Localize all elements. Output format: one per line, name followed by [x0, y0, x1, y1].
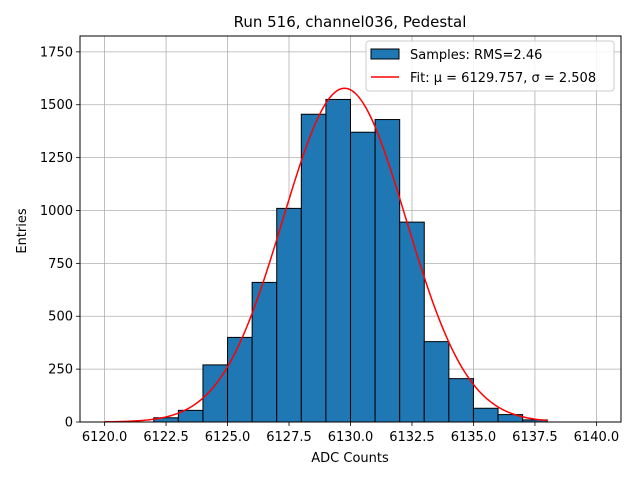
histogram-bar: [251, 281, 278, 423]
legend-box: [365, 40, 615, 92]
y-tick-label: 250: [48, 363, 73, 378]
x-tick-label: 6132.5: [389, 430, 435, 445]
legend-samples-swatch: [370, 48, 400, 60]
x-tick-label: 6125.0: [205, 430, 251, 445]
x-tick-label: 6130.0: [328, 430, 374, 445]
histogram-bar: [472, 407, 499, 423]
fit-curve-group: [104, 87, 548, 423]
y-tick-label: 1750: [40, 45, 73, 60]
y-tick-label: 1250: [40, 151, 73, 166]
histogram-bar: [399, 221, 425, 423]
fit-curve: [104, 87, 548, 423]
axes: [76, 35, 622, 426]
legend: Samples: RMS=2.46 Fit: μ = 6129.757, σ =…: [365, 40, 615, 92]
y-tick-label: 1500: [40, 98, 73, 113]
histogram-bar: [325, 98, 351, 423]
histogram-bar: [350, 131, 376, 423]
x-tick-label: 6127.5: [266, 430, 312, 445]
y-tick-label: 0: [65, 416, 73, 431]
y-axis-label: Entries: [15, 208, 30, 254]
y-tick-label: 500: [48, 310, 73, 325]
x-tick-label: 6122.5: [143, 430, 189, 445]
y-tick-label: 750: [48, 257, 73, 272]
x-tick-label: 6135.0: [451, 430, 497, 445]
histogram-bar: [276, 207, 302, 423]
histogram-bar: [227, 336, 253, 423]
x-tick-label: 6140.0: [574, 430, 620, 445]
histogram-bars: [153, 98, 548, 423]
histogram-bar: [374, 119, 401, 423]
legend-fit-label: Fit: μ = 6129.757, σ = 2.508: [410, 71, 596, 86]
x-tick-label: 6137.5: [512, 430, 558, 445]
histogram-bar: [300, 113, 327, 423]
chart-title: Run 516, channel036, Pedestal: [234, 13, 467, 31]
histogram-bar: [423, 341, 450, 423]
x-tick-label: 6120.0: [82, 430, 128, 445]
legend-samples-label: Samples: RMS=2.46: [410, 48, 542, 63]
tick-labels: 6120.0 6122.5 6125.0 6127.5 6130.0 6132.5 6135…: [40, 45, 619, 445]
x-axis-label: ADC Counts: [311, 451, 389, 466]
y-tick-label: 1000: [40, 204, 73, 219]
histogram-bar: [448, 378, 474, 423]
